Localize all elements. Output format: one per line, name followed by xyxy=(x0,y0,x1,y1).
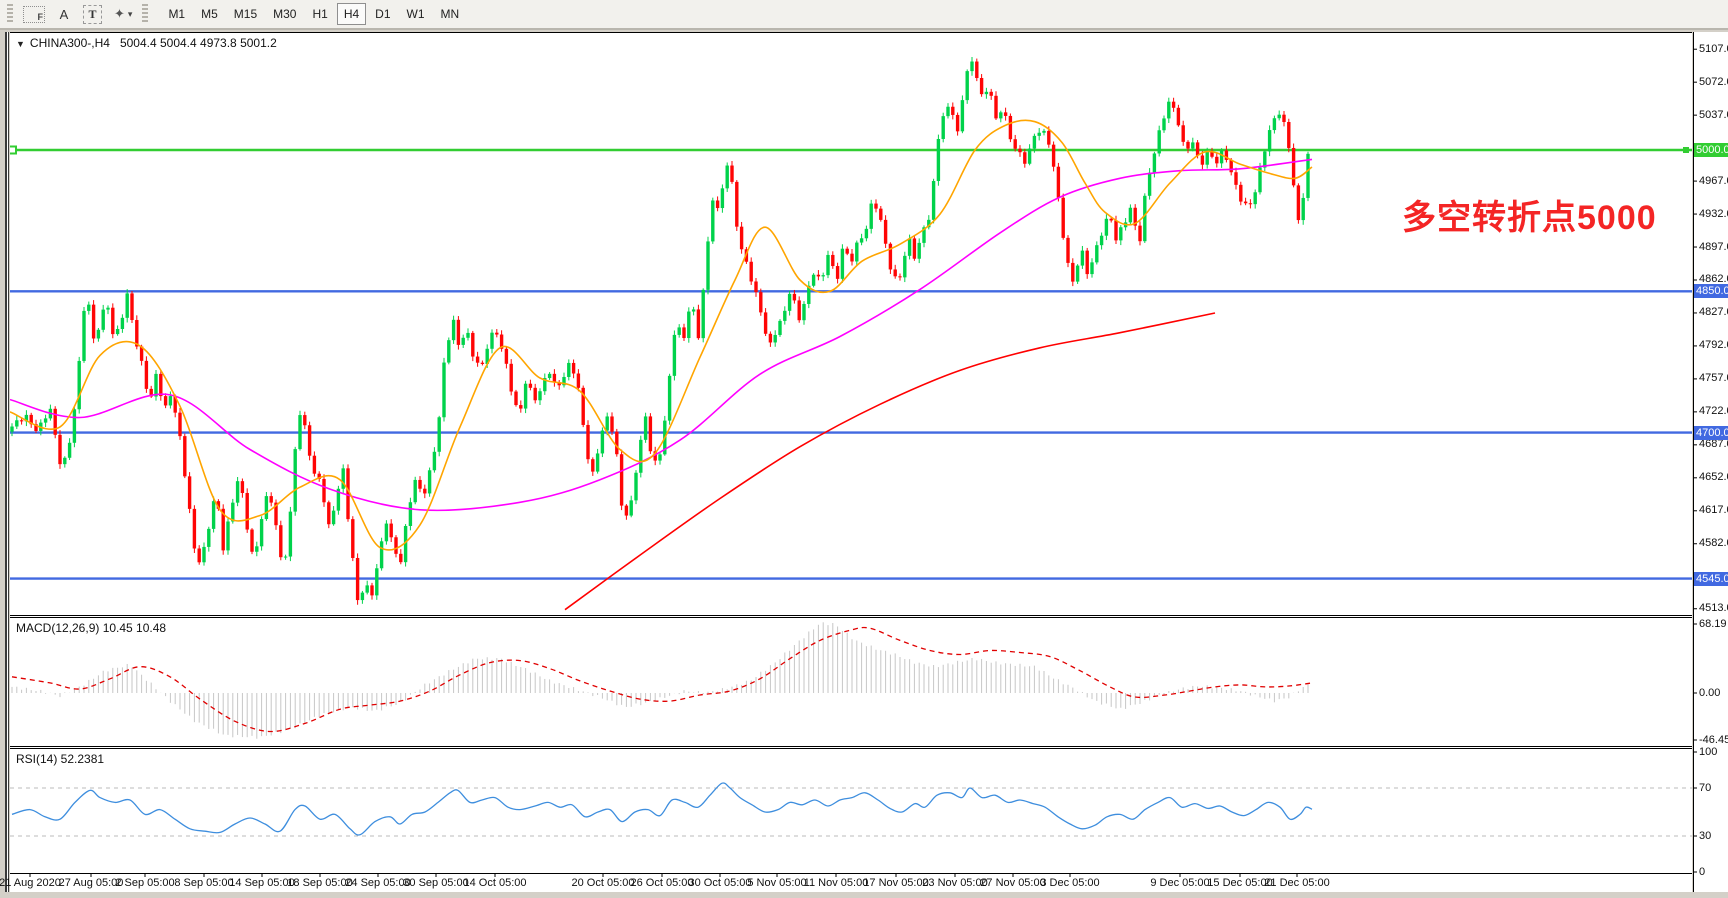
macd-indicator-label: MACD(12,26,9) 10.45 10.48 xyxy=(16,621,167,635)
rsi-indicator-label: RSI(14) 52.2381 xyxy=(16,752,105,766)
toolbar-drag-handle[interactable] xyxy=(142,4,149,24)
macd-panel[interactable] xyxy=(10,617,1692,747)
timeframe-button-m5[interactable]: M5 xyxy=(194,3,225,25)
time-tick-label: 23 Nov 05:00 xyxy=(922,877,988,889)
time-tick-label: 5 Nov 05:00 xyxy=(747,877,807,889)
time-tick-label: 21 Aug 2020 xyxy=(0,877,61,889)
time-tick-label: 9 Dec 05:00 xyxy=(1150,877,1210,889)
price-level-badge: 4700.0 xyxy=(1694,425,1728,440)
triangle-down-icon: ▼ xyxy=(16,39,25,49)
time-tick-label: 14 Sep 05:00 xyxy=(229,877,295,889)
time-tick-label: 20 Oct 05:00 xyxy=(571,877,635,889)
price-tick-label: 4617.0 xyxy=(1699,504,1728,517)
timeframe-button-mn[interactable]: MN xyxy=(434,3,467,25)
price-tick-label: 4652.0 xyxy=(1699,471,1728,484)
timeframe-button-h1[interactable]: H1 xyxy=(305,3,334,25)
price-tick-label: 4862.0 xyxy=(1699,273,1728,286)
toolbar: F A T ✦ ▾ M1 M5 M15 M30 H1 H4 D1 W1 MN xyxy=(0,0,1728,30)
time-tick-label: 27 Aug 05:00 xyxy=(58,877,124,889)
status-strip xyxy=(0,892,1728,898)
timeframe-button-group: M1 M5 M15 M30 H1 H4 D1 W1 MN xyxy=(160,3,467,25)
rsi-panel[interactable] xyxy=(10,748,1692,874)
price-tick-label: 4687.0 xyxy=(1699,438,1728,451)
price-tick-label: 4757.0 xyxy=(1699,372,1728,385)
symbol-period-label: CHINA300-,H4 xyxy=(29,36,110,50)
time-tick-label: 3 Dec 05:00 xyxy=(1040,877,1100,889)
toolbar-drag-handle[interactable] xyxy=(7,4,13,24)
time-tick-label: 11 Nov 05:00 xyxy=(803,877,869,889)
price-annotation-text[interactable]: 多空转折点5000 xyxy=(1402,199,1657,237)
time-tick-label: 21 Dec 05:00 xyxy=(1264,877,1330,889)
timeframe-button-d1[interactable]: D1 xyxy=(368,3,397,25)
text-label-a-button[interactable]: A xyxy=(52,2,76,26)
main-chart-panel[interactable] xyxy=(10,32,1692,616)
chart-header-line: ▼ CHINA300-,H4 5004.4 5004.4 4973.8 5001.2 xyxy=(16,36,277,50)
time-tick-label: 17 Nov 05:00 xyxy=(863,877,929,889)
price-tick-label: 4792.0 xyxy=(1699,339,1728,352)
time-tick-label: 18 Sep 05:00 xyxy=(287,877,353,889)
time-tick-label: 30 Oct 05:00 xyxy=(688,877,752,889)
price-level-badge: 4850.0 xyxy=(1694,284,1728,299)
rsi-axis-label: 0 xyxy=(1699,865,1706,878)
timeframe-button-m15[interactable]: M15 xyxy=(227,3,264,25)
timeframe-button-m30[interactable]: M30 xyxy=(266,3,303,25)
time-tick-label: 27 Nov 05:00 xyxy=(980,877,1046,889)
price-tick-label: 4513.0 xyxy=(1699,602,1728,615)
text-frame-icon: T xyxy=(83,4,102,24)
price-level-badge: 5000.0 xyxy=(1694,143,1728,157)
dotted-grid-f-icon: F xyxy=(23,5,45,23)
time-tick-label: 15 Dec 05:00 xyxy=(1207,877,1273,889)
price-axis[interactable] xyxy=(1693,32,1728,892)
custom-f-tool-button[interactable]: F xyxy=(18,2,50,26)
price-tick-label: 4897.0 xyxy=(1699,240,1728,253)
ohlc-values: 5004.4 5004.4 4973.8 5001.2 xyxy=(119,36,277,50)
timeframe-button-h4[interactable]: H4 xyxy=(336,3,367,25)
text-frame-t-button[interactable]: T xyxy=(78,2,107,26)
price-tick-label: 4827.0 xyxy=(1699,306,1728,319)
shapes-dropdown-button[interactable]: ✦ ▾ xyxy=(109,2,137,26)
chevron-down-icon: ▾ xyxy=(127,8,133,19)
price-tick-label: 4967.0 xyxy=(1699,174,1728,187)
time-tick-label: 14 Oct 05:00 xyxy=(463,877,527,889)
time-tick-label: 24 Sep 05:00 xyxy=(345,877,411,889)
macd-axis-label: 0.00 xyxy=(1699,686,1721,699)
price-level-badge: 4545.0 xyxy=(1694,571,1728,586)
time-tick-label: 26 Oct 05:00 xyxy=(630,877,694,889)
timeframe-button-m1[interactable]: M1 xyxy=(161,3,192,25)
shapes-icon: ✦ xyxy=(114,6,125,21)
window-left-border xyxy=(5,32,9,892)
rsi-axis-label: 70 xyxy=(1699,781,1712,794)
macd-axis-label: 68.19 xyxy=(1699,617,1727,630)
timeframe-button-w1[interactable]: W1 xyxy=(400,3,432,25)
macd-axis-label: -46.45 xyxy=(1699,733,1728,746)
rsi-axis-label: 30 xyxy=(1699,829,1712,842)
price-tick-label: 4932.0 xyxy=(1699,207,1728,220)
time-tick-label: 30 Sep 05:00 xyxy=(403,877,469,889)
time-tick-label: 2 Sep 05:00 xyxy=(115,877,175,889)
rsi-axis-label: 100 xyxy=(1699,745,1718,758)
time-tick-label: 8 Sep 05:00 xyxy=(174,877,234,889)
price-tick-label: 4722.0 xyxy=(1699,405,1728,418)
price-tick-label: 5037.0 xyxy=(1699,108,1728,121)
price-tick-label: 5072.0 xyxy=(1699,75,1728,88)
price-tick-label: 4582.0 xyxy=(1699,537,1728,550)
price-tick-label: 5107.0 xyxy=(1699,42,1728,55)
time-axis[interactable] xyxy=(10,874,1692,892)
